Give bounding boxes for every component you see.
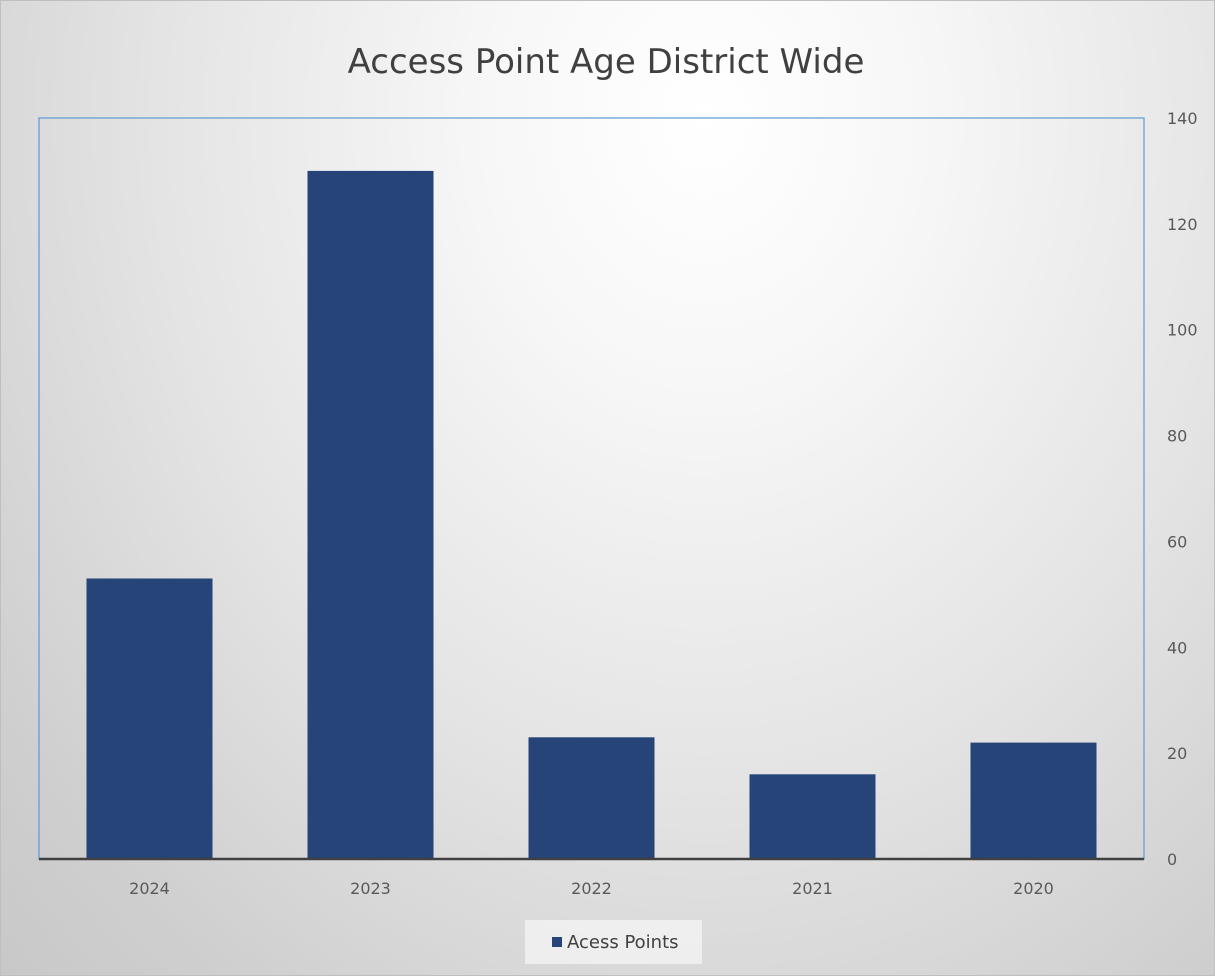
x-tick-label-2021: 2021 bbox=[792, 879, 833, 898]
y-tick-label-0: 0 bbox=[1167, 850, 1177, 869]
bar-2023 bbox=[307, 170, 434, 859]
bar-2020 bbox=[970, 742, 1097, 859]
y-tick-label-80: 80 bbox=[1167, 427, 1187, 446]
x-tick-label-2024: 2024 bbox=[129, 879, 170, 898]
x-tick-label-2020: 2020 bbox=[1013, 879, 1054, 898]
x-tick-label-2022: 2022 bbox=[571, 879, 612, 898]
y-tick-label-120: 120 bbox=[1167, 215, 1198, 234]
y-axis-ticks: 0 20 40 60 80 100 120 140 bbox=[1167, 109, 1198, 869]
chart-title: Access Point Age District Wide bbox=[348, 42, 865, 82]
legend: Acess Points bbox=[525, 920, 702, 964]
y-tick-label-20: 20 bbox=[1167, 744, 1187, 763]
bars bbox=[86, 170, 1097, 859]
bar-2022 bbox=[528, 737, 655, 859]
legend-label: Acess Points bbox=[567, 932, 679, 953]
y-tick-label-100: 100 bbox=[1167, 321, 1198, 340]
y-tick-label-140: 140 bbox=[1167, 109, 1198, 128]
y-tick-label-60: 60 bbox=[1167, 532, 1187, 551]
x-axis-ticks: 2024 2023 2022 2021 2020 bbox=[129, 879, 1054, 898]
y-tick-label-40: 40 bbox=[1167, 638, 1187, 657]
x-tick-label-2023: 2023 bbox=[350, 879, 391, 898]
legend-swatch bbox=[552, 937, 562, 947]
bar-2021 bbox=[749, 774, 876, 859]
bar-2024 bbox=[86, 578, 213, 859]
